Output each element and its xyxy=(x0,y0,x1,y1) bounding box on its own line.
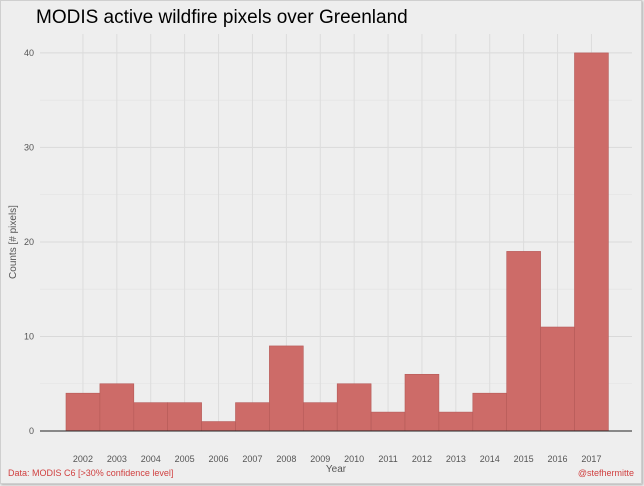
bar-2013 xyxy=(438,411,474,432)
x-tick-label: 2011 xyxy=(378,454,397,464)
x-axis-label: Year xyxy=(326,464,347,475)
x-tick-label: 2016 xyxy=(548,454,568,464)
y-tick-label: 30 xyxy=(24,142,34,152)
bar-2011 xyxy=(370,411,406,432)
bar-2009 xyxy=(302,402,338,432)
x-tick-labels: 2002 2003 2004 2005 2006 2007 2008 2009 2010 2011… xyxy=(73,454,602,464)
author-credit: @stefhermitte xyxy=(578,468,634,478)
bar-2005 xyxy=(167,402,202,432)
x-tick-label: 2008 xyxy=(276,454,296,464)
x-tick-label: 2002 xyxy=(73,454,93,464)
x-tick-label: 2017 xyxy=(581,454,601,464)
y-tick-label: 40 xyxy=(24,48,34,58)
x-tick-label: 2014 xyxy=(480,454,500,464)
bar-2006 xyxy=(201,421,236,432)
y-tick-label: 10 xyxy=(24,331,34,341)
bars xyxy=(65,52,609,432)
chart-title: MODIS active wildfire pixels over Greenl… xyxy=(36,7,408,28)
bar-2015 xyxy=(506,251,541,432)
y-tick-label: 20 xyxy=(24,237,34,247)
x-tick-label: 2013 xyxy=(446,454,466,464)
bar-2007 xyxy=(235,402,270,432)
bar-2003 xyxy=(99,383,135,432)
x-tick-label: 2015 xyxy=(514,454,534,464)
y-axis-label: Counts [# pixels] xyxy=(8,205,19,279)
bar-2017 xyxy=(574,52,609,432)
x-tick-label: 2006 xyxy=(209,454,229,464)
bar-2008 xyxy=(269,345,304,432)
x-tick-label: 2004 xyxy=(141,454,161,464)
bar-2016 xyxy=(540,326,575,432)
x-tick-label: 2009 xyxy=(310,454,330,464)
y-tick-label: 0 xyxy=(29,426,34,436)
bar-2002 xyxy=(65,392,101,432)
bar-2010 xyxy=(336,383,372,432)
x-tick-label: 2003 xyxy=(107,454,127,464)
bar-2004 xyxy=(133,402,169,432)
bar-2014 xyxy=(472,392,507,432)
y-tick-labels: 0 10 20 30 40 xyxy=(24,48,34,436)
data-source-note: Data: MODIS C6 [>30% confidence level] xyxy=(8,468,173,478)
bar-2012 xyxy=(404,373,440,432)
x-tick-label: 2010 xyxy=(344,454,364,464)
x-tick-label: 2012 xyxy=(412,454,432,464)
x-tick-label: 2005 xyxy=(175,454,195,464)
x-tick-label: 2007 xyxy=(242,454,262,464)
